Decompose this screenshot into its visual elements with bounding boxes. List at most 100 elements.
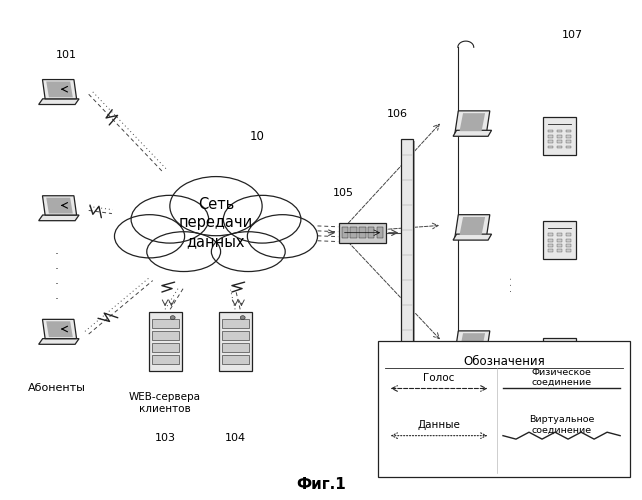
Polygon shape [39,338,79,344]
Polygon shape [42,80,76,99]
FancyBboxPatch shape [548,238,553,242]
FancyBboxPatch shape [152,354,178,364]
FancyBboxPatch shape [566,244,571,247]
FancyBboxPatch shape [543,222,577,259]
Polygon shape [453,130,492,136]
Ellipse shape [170,176,262,236]
FancyBboxPatch shape [566,360,571,363]
Ellipse shape [247,214,318,258]
FancyBboxPatch shape [148,312,182,371]
Text: Сеть
передачи
данных: Сеть передачи данных [179,196,253,249]
FancyBboxPatch shape [566,350,571,352]
Text: Виртуальное
соединение: Виртуальное соединение [529,415,594,434]
FancyBboxPatch shape [548,130,553,132]
Text: Абоненты: Абоненты [28,384,86,394]
Text: · · ·: · · · [507,277,517,292]
Polygon shape [460,113,485,131]
FancyBboxPatch shape [557,366,562,368]
Text: Физическое
соединение: Физическое соединение [532,368,592,388]
FancyBboxPatch shape [566,234,571,236]
Polygon shape [453,350,492,356]
Circle shape [170,316,175,320]
FancyBboxPatch shape [566,146,571,148]
Polygon shape [46,82,73,98]
Ellipse shape [160,196,272,259]
Polygon shape [42,196,76,215]
Polygon shape [455,111,490,134]
Text: 106: 106 [387,109,408,119]
Ellipse shape [131,196,209,243]
Text: Данные: Данные [417,420,460,430]
FancyBboxPatch shape [557,130,562,132]
FancyBboxPatch shape [557,140,562,143]
FancyBboxPatch shape [221,342,248,351]
FancyBboxPatch shape [566,140,571,143]
FancyBboxPatch shape [557,355,562,358]
FancyBboxPatch shape [221,330,248,340]
Ellipse shape [147,232,221,272]
FancyBboxPatch shape [548,135,553,138]
FancyBboxPatch shape [557,238,562,242]
Polygon shape [455,331,490,354]
FancyBboxPatch shape [543,338,577,375]
Polygon shape [39,99,79,104]
FancyBboxPatch shape [548,355,553,358]
Polygon shape [46,198,73,214]
FancyBboxPatch shape [557,350,562,352]
FancyBboxPatch shape [548,234,553,236]
Ellipse shape [223,196,301,243]
FancyBboxPatch shape [377,228,383,238]
FancyBboxPatch shape [557,360,562,363]
Text: 10: 10 [250,130,265,143]
Text: 105: 105 [333,188,354,198]
FancyBboxPatch shape [404,140,415,348]
FancyBboxPatch shape [359,228,365,238]
Text: WEB-сервера
клиентов: WEB-сервера клиентов [129,392,201,414]
Polygon shape [39,215,79,220]
Ellipse shape [211,232,285,272]
Polygon shape [455,214,490,238]
FancyBboxPatch shape [548,244,553,247]
FancyBboxPatch shape [401,138,413,346]
Text: Операторы: Операторы [527,396,593,406]
FancyBboxPatch shape [548,360,553,363]
FancyBboxPatch shape [548,366,553,368]
FancyBboxPatch shape [548,140,553,143]
FancyBboxPatch shape [557,146,562,148]
Polygon shape [453,234,492,240]
FancyBboxPatch shape [557,244,562,247]
FancyBboxPatch shape [566,250,571,252]
FancyBboxPatch shape [368,228,374,238]
FancyBboxPatch shape [548,350,553,352]
Polygon shape [460,217,485,235]
FancyBboxPatch shape [152,330,178,340]
FancyBboxPatch shape [221,354,248,364]
FancyBboxPatch shape [566,355,571,358]
FancyBboxPatch shape [221,319,248,328]
Polygon shape [460,333,485,351]
FancyBboxPatch shape [548,250,553,252]
Text: Голос: Голос [423,372,455,382]
FancyBboxPatch shape [543,118,577,155]
FancyBboxPatch shape [339,223,386,242]
FancyBboxPatch shape [557,234,562,236]
FancyBboxPatch shape [218,312,252,371]
FancyBboxPatch shape [566,238,571,242]
Circle shape [240,316,245,320]
Text: 104: 104 [225,433,246,443]
Polygon shape [42,320,76,338]
Ellipse shape [114,214,185,258]
Polygon shape [46,322,73,337]
FancyBboxPatch shape [566,130,571,132]
FancyBboxPatch shape [378,342,630,477]
Text: ·
·
·
·: · · · · [55,248,59,306]
Text: 101: 101 [56,50,77,59]
FancyBboxPatch shape [342,228,348,238]
FancyBboxPatch shape [152,342,178,351]
FancyBboxPatch shape [566,135,571,138]
Text: Обозначения: Обозначения [463,355,545,368]
FancyBboxPatch shape [566,366,571,368]
FancyBboxPatch shape [557,135,562,138]
FancyBboxPatch shape [351,228,357,238]
FancyBboxPatch shape [152,319,178,328]
